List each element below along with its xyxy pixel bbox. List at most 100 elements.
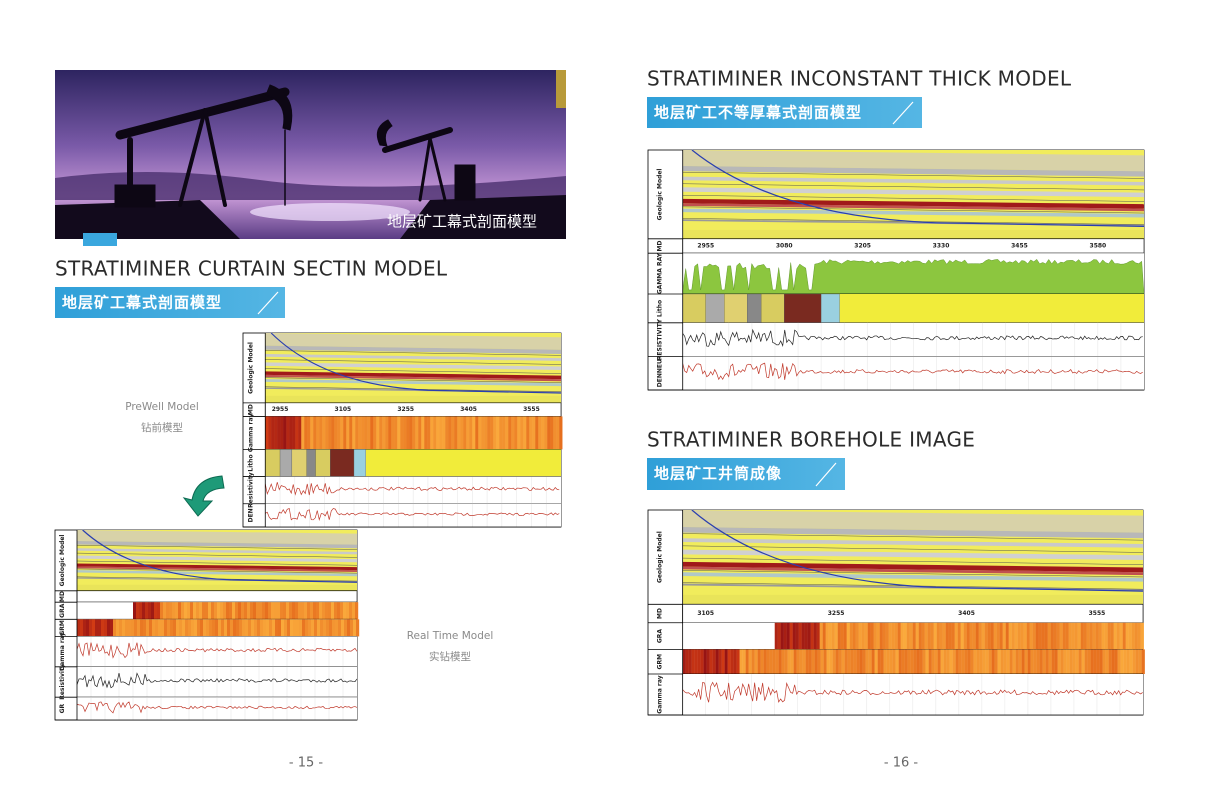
heat-cell (170, 619, 174, 637)
geo-layer (265, 371, 561, 380)
heat-cell (287, 619, 291, 637)
heat-cell (80, 619, 84, 637)
heat-cell (478, 416, 482, 450)
heat-cell (218, 619, 222, 637)
heat-cell (221, 619, 225, 637)
heat-cell (897, 622, 901, 650)
heat-cell (353, 619, 357, 637)
heat-cell (1071, 622, 1075, 650)
geo-layer (77, 570, 357, 577)
heat-cell (994, 649, 998, 674)
heat-cell (919, 649, 923, 674)
heat-cell (484, 416, 488, 450)
geo-layer (682, 198, 1144, 209)
heat-cell (86, 619, 90, 637)
heat-cell (846, 622, 850, 650)
heat-cell (991, 649, 995, 674)
heat-cell (688, 649, 692, 674)
heat-cell (975, 622, 979, 650)
section-subtitle: 地层矿工不等厚幕式剖面模型 (654, 104, 862, 122)
heat-cell (870, 622, 874, 650)
geo-bottom (265, 395, 561, 403)
heat-cell (825, 622, 829, 650)
heat-cell (954, 622, 958, 650)
heat-cell (691, 649, 695, 674)
heat-cell (361, 416, 365, 450)
section-subtitle: 地层矿工井筒成像 (654, 465, 782, 483)
heat-cell (835, 649, 839, 674)
banner-caption: 地层矿工幕式剖面模型 (387, 213, 537, 231)
heat-cell (906, 622, 910, 650)
heat-cell (193, 602, 197, 620)
heat-cell (880, 649, 884, 674)
page-number: - 16 - (884, 756, 918, 771)
heat-cell (1038, 622, 1042, 650)
heat-cell (322, 416, 326, 450)
heat-cell (910, 649, 914, 674)
md-track (682, 603, 1144, 624)
geo-layer (265, 345, 561, 354)
heat-cell (388, 416, 392, 450)
depth-label: 3405 (460, 406, 477, 413)
heat-cell (904, 649, 908, 674)
log-figure: Geologic Model 2955 3105 3255 3405 3555 MDGamm… (242, 332, 563, 528)
heat-cell (1080, 622, 1084, 650)
heat-cell (997, 649, 1001, 674)
geo-line (265, 368, 562, 374)
heat-cell (142, 602, 146, 620)
heat-cell (445, 416, 449, 450)
track-label: GRM (59, 620, 66, 636)
track-label: GR (59, 703, 66, 713)
heat-cell (1041, 622, 1045, 650)
geo-layer (265, 353, 561, 361)
heat-cell (493, 416, 497, 450)
track-label: RESISTIVITY (657, 318, 664, 360)
heat-cell (1035, 622, 1039, 650)
heat-cell (280, 602, 284, 620)
heat-cell (939, 622, 943, 650)
heat-cell (862, 649, 866, 674)
track-label: GAMMA RAY (657, 252, 664, 294)
heat-cell (508, 416, 512, 450)
geo-line (76, 544, 358, 550)
heat-cell (311, 619, 315, 637)
geo-layer (682, 561, 1143, 573)
heat-cell (427, 416, 431, 450)
heat-cell (901, 649, 905, 674)
heat-cell (101, 619, 105, 637)
heat-cell (805, 649, 809, 674)
heat-cell (1023, 622, 1027, 650)
geo-layer (682, 203, 1144, 212)
geo-layer (682, 510, 1143, 533)
heat-cell (433, 416, 437, 450)
heat-cell (898, 649, 902, 674)
heat-cell (1008, 622, 1012, 650)
geo-bottom (682, 594, 1143, 605)
heat-cell (1110, 622, 1114, 650)
heat-cell (418, 416, 422, 450)
heat-cell (973, 649, 977, 674)
litho-seg (279, 449, 293, 477)
geo-layer (682, 538, 1143, 548)
heat-cell (281, 619, 285, 637)
heat-cell (871, 649, 875, 674)
heat-cell (397, 416, 401, 450)
figure-label: Real Time Model (407, 630, 494, 642)
heat-cell (415, 416, 419, 450)
heat-cell (790, 649, 794, 674)
heat-cell (1066, 649, 1070, 674)
heat-cell (457, 416, 461, 450)
track-label: Geologic Model (247, 342, 254, 394)
heat-cell (350, 619, 354, 637)
track-label: DENNEU (657, 359, 664, 387)
heat-cell (850, 649, 854, 674)
heat-cell (274, 602, 278, 620)
heat-cell (943, 649, 947, 674)
heat-cell (502, 416, 506, 450)
heat-cell (1114, 649, 1118, 674)
heat-cell (298, 602, 302, 620)
heat-cell (469, 416, 473, 450)
track-label: Resistivity (247, 472, 254, 508)
heat-cell (879, 622, 883, 650)
